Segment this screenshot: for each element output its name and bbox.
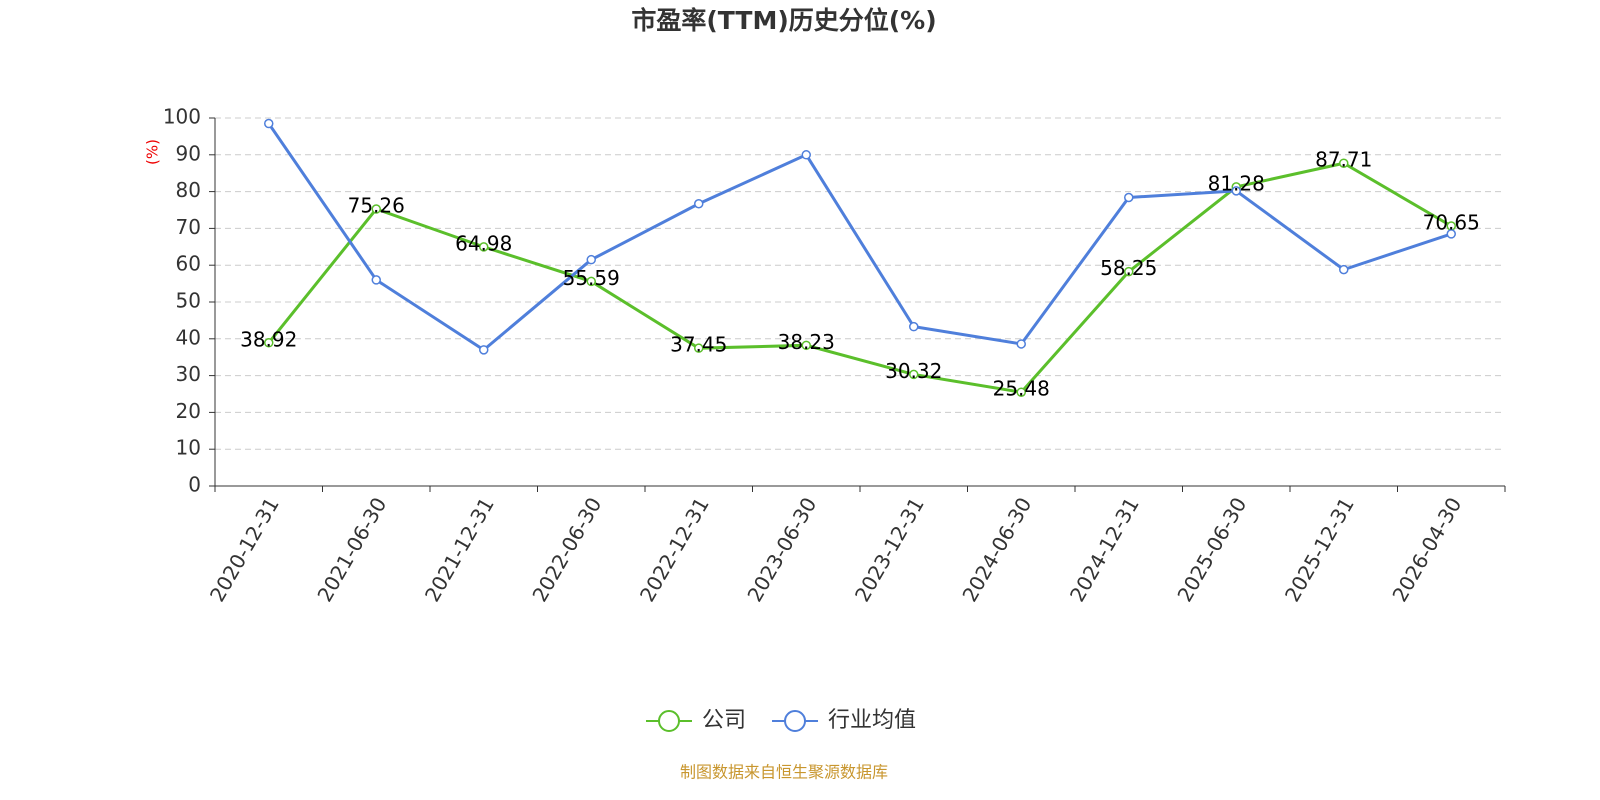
x-tick-label: 2025-12-31 bbox=[1280, 493, 1359, 606]
y-tick-label: 40 bbox=[176, 325, 201, 349]
point bbox=[1016, 387, 1026, 397]
legend-label: 行业均值 bbox=[828, 708, 916, 733]
y-tick-label: 80 bbox=[176, 178, 201, 202]
data-label: 70.65 bbox=[1423, 211, 1480, 235]
x-tick-label: 2024-12-31 bbox=[1065, 493, 1144, 606]
source-note: 制图数据来自恒生聚源数据库 bbox=[680, 763, 888, 782]
y-tick-label: 20 bbox=[176, 399, 201, 423]
data-label: 30.32 bbox=[885, 359, 942, 383]
x-tick-label: 2021-12-31 bbox=[420, 493, 499, 606]
data-label: 38.92 bbox=[240, 327, 297, 351]
x-tick-label: 2023-12-31 bbox=[850, 493, 929, 606]
data-label: 58.25 bbox=[1100, 256, 1157, 280]
point bbox=[801, 340, 811, 351]
series-line bbox=[267, 161, 1453, 394]
data-label: 64.98 bbox=[455, 231, 512, 255]
data-label: 87.71 bbox=[1315, 148, 1372, 172]
x-tick-label: 2020-12-31 bbox=[205, 493, 284, 606]
x-tick-label: 2021-06-30 bbox=[312, 493, 391, 606]
data-label: 81.28 bbox=[1208, 171, 1265, 195]
point bbox=[1016, 339, 1026, 349]
point bbox=[909, 369, 919, 380]
y-tick-label: 50 bbox=[176, 289, 201, 313]
data-label: 37.45 bbox=[670, 333, 727, 357]
y-tick-label: 0 bbox=[188, 473, 201, 497]
data-label: 55.59 bbox=[563, 266, 620, 290]
x-tick-label: 2023-06-30 bbox=[742, 493, 821, 606]
point bbox=[479, 242, 489, 252]
x-tick-label: 2026-04-30 bbox=[1387, 493, 1466, 606]
point bbox=[694, 198, 704, 209]
point bbox=[371, 275, 381, 285]
x-tick-label: 2022-06-30 bbox=[527, 493, 606, 606]
point bbox=[801, 150, 811, 160]
data-label: 38.23 bbox=[778, 330, 835, 354]
legend-label: 公司 bbox=[702, 708, 746, 733]
point bbox=[1339, 264, 1349, 275]
point bbox=[1231, 186, 1241, 196]
y-axis-label: (%) bbox=[144, 139, 162, 165]
legend-marker bbox=[784, 710, 807, 732]
point bbox=[264, 118, 274, 129]
point bbox=[586, 254, 596, 265]
x-tick-label: 2022-12-31 bbox=[635, 493, 714, 606]
legend-marker bbox=[658, 710, 680, 732]
y-tick-label: 100 bbox=[163, 105, 201, 129]
x-tick-label: 2024-06-30 bbox=[957, 493, 1036, 606]
y-tick-label: 70 bbox=[176, 215, 201, 239]
point bbox=[694, 343, 704, 353]
point bbox=[909, 321, 919, 332]
data-label: 75.26 bbox=[348, 194, 405, 218]
point bbox=[1124, 266, 1134, 277]
y-tick-label: 90 bbox=[176, 141, 201, 165]
x-tick-label: 2025-06-30 bbox=[1172, 493, 1251, 606]
point bbox=[1124, 192, 1134, 203]
series-line bbox=[267, 122, 1452, 352]
point bbox=[1339, 158, 1349, 168]
point bbox=[586, 276, 596, 287]
point bbox=[1446, 229, 1456, 239]
chart-title: 市盈率(TTM)历史分位(%) bbox=[631, 6, 936, 35]
point bbox=[371, 204, 381, 214]
y-tick-label: 30 bbox=[176, 362, 201, 386]
data-label: 25.48 bbox=[993, 377, 1050, 401]
point bbox=[264, 338, 274, 348]
y-tick-label: 10 bbox=[176, 436, 201, 460]
point bbox=[479, 345, 489, 355]
y-tick-label: 60 bbox=[176, 252, 201, 276]
